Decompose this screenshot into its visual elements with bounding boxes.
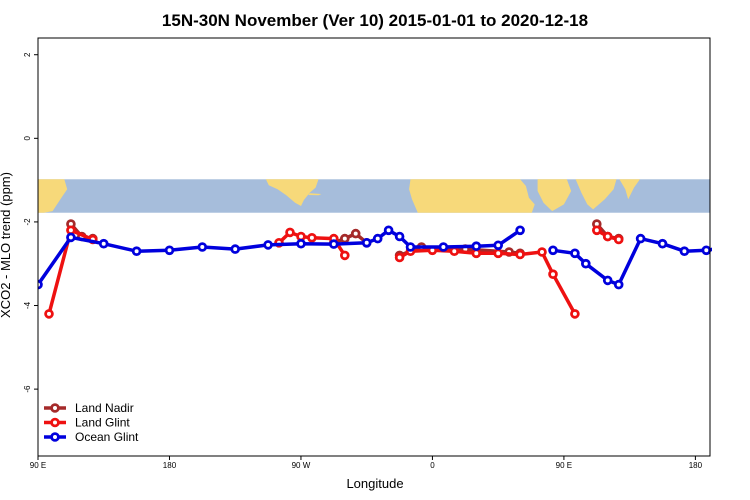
- legend-item-land-glint: Land Glint: [44, 416, 130, 430]
- data-point-land-glint: [548, 269, 558, 280]
- data-point-ocean-glint: [493, 240, 504, 251]
- x-axis-label: Longitude: [346, 476, 403, 491]
- data-point-ocean-glint: [361, 238, 372, 248]
- x-tick-label: 180: [689, 461, 703, 470]
- y-tick-label: -2: [23, 218, 32, 226]
- data-point-ocean-glint: [701, 245, 712, 256]
- x-tick-label: 90 E: [30, 461, 46, 470]
- data-point-land-glint: [307, 233, 317, 243]
- data-point-ocean-glint: [131, 246, 142, 257]
- data-point-land-glint: [296, 231, 306, 242]
- y-tick-label: -6: [23, 385, 32, 393]
- chart-title: 15N-30N November (Ver 10) 2015-01-01 to …: [162, 11, 588, 30]
- legend-label-land-nadir: Land Nadir: [75, 401, 134, 415]
- data-point-ocean-glint: [635, 233, 646, 244]
- data-point-ocean-glint: [548, 245, 558, 256]
- series-line-land-nadir: [333, 231, 368, 245]
- land-shape-4: [537, 179, 572, 212]
- data-point-ocean-glint: [296, 238, 306, 249]
- legend-label-land-glint: Land Glint: [75, 416, 130, 430]
- x-tick-label: 90 E: [556, 461, 572, 470]
- data-point-ocean-glint: [263, 240, 273, 250]
- legend-marker-ocean-glint: [50, 432, 60, 442]
- axes: 90 E 180 90 W 0 90 E 180 2 0 -2 -4 -6: [23, 37, 711, 470]
- land-shape-2: [308, 193, 322, 196]
- data-point-ocean-glint: [164, 245, 175, 256]
- data-point-land-glint: [602, 231, 613, 242]
- data-point-land-glint: [44, 309, 54, 319]
- legend-label-ocean-glint: Ocean Glint: [75, 430, 139, 444]
- data-point-ocean-glint: [471, 241, 482, 252]
- data-point-ocean-glint: [230, 244, 241, 254]
- y-axis-label: XCO2 - MLO trend (ppm): [0, 172, 13, 318]
- x-tick-label: 180: [163, 461, 177, 470]
- data-point-ocean-glint: [679, 246, 690, 257]
- series-ocean-glint: [38, 225, 732, 290]
- x-tick-label: 90 W: [292, 461, 311, 470]
- data-point-ocean-glint: [38, 279, 43, 290]
- land-shape-1: [265, 179, 319, 206]
- data-point-land-glint: [591, 225, 602, 236]
- data-point-ocean-glint: [98, 238, 109, 249]
- land-shape-0: [38, 179, 68, 213]
- land-shape-3: [409, 179, 535, 213]
- data-point-ocean-glint: [66, 232, 76, 243]
- data-point-land-glint: [449, 246, 460, 257]
- data-point-ocean-glint: [438, 242, 449, 252]
- data-point-ocean-glint: [570, 248, 580, 259]
- data-point-land-nadir: [350, 228, 361, 239]
- series-line-ocean-glint: [552, 236, 712, 287]
- y-tick-label: -4: [23, 301, 32, 309]
- data-point-ocean-glint: [405, 242, 416, 252]
- land-shape-5: [575, 179, 617, 210]
- data-point-ocean-glint: [602, 275, 613, 286]
- data-point-ocean-glint: [613, 279, 624, 290]
- data-point-ocean-glint: [725, 244, 732, 251]
- data-point-land-glint: [285, 227, 295, 238]
- series-line-land-glint: [398, 248, 577, 315]
- series-line-land-glint: [47, 228, 94, 315]
- legend-item-ocean-glint: Ocean Glint: [44, 430, 139, 444]
- data-point-land-glint: [613, 234, 624, 245]
- plot-frame: [37, 37, 711, 457]
- world-map-band: [38, 179, 710, 213]
- data-point-land-nadir: [339, 233, 350, 244]
- data-point-ocean-glint: [383, 225, 394, 236]
- data-point-land-glint: [570, 309, 580, 319]
- data-point-land-glint: [493, 248, 504, 259]
- data-point-ocean-glint: [394, 231, 405, 242]
- y-tick-label: 0: [23, 136, 32, 141]
- data-point-ocean-glint: [328, 239, 339, 249]
- series-layer: [38, 219, 732, 319]
- data-point-land-glint: [537, 247, 547, 257]
- data-point-ocean-glint: [580, 258, 591, 269]
- data-point-land-glint: [515, 249, 525, 260]
- data-point-land-glint: [394, 252, 405, 263]
- data-point-land-glint: [339, 250, 350, 261]
- data-point-ocean-glint: [657, 238, 668, 249]
- data-point-ocean-glint: [372, 233, 383, 244]
- data-point-ocean-glint: [197, 242, 208, 252]
- land-shape-6: [619, 179, 640, 200]
- legend-marker-land-glint: [50, 417, 60, 428]
- legend-marker-land-nadir: [50, 403, 60, 413]
- legend-item-land-nadir: Land Nadir: [44, 401, 134, 415]
- x-tick-label: 0: [430, 461, 435, 470]
- data-point-ocean-glint: [515, 225, 525, 236]
- y-tick-label: 2: [23, 52, 32, 57]
